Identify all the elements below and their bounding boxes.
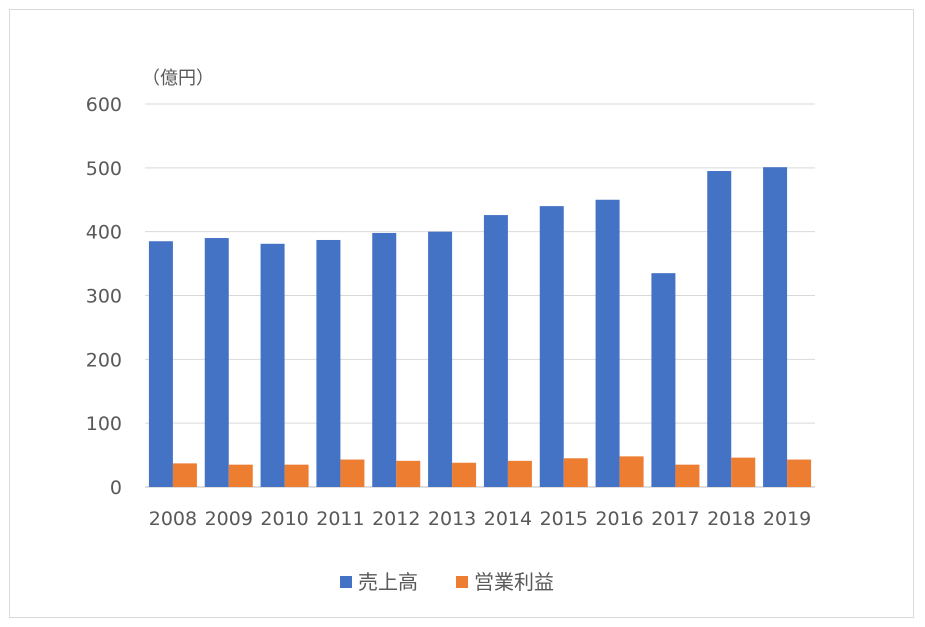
bar-sales-2017 — [651, 273, 676, 487]
bar-sales-2012 — [372, 232, 397, 487]
bar-operating-profit-2012 — [396, 460, 421, 487]
bars — [148, 167, 812, 487]
bar-sales-2011 — [316, 239, 341, 487]
y-axis-ticks: 0 100 200 300 400 500 600 — [86, 94, 122, 499]
x-tick-label-2015: 2015 — [540, 508, 588, 530]
x-tick-label-2013: 2013 — [428, 508, 476, 530]
bar-sales-2010 — [260, 243, 285, 487]
bar-operating-profit-2008 — [172, 463, 197, 487]
legend-swatch-sales — [340, 576, 352, 588]
bar-operating-profit-2015 — [563, 458, 588, 487]
y-tick-label-500: 500 — [86, 158, 122, 180]
bar-operating-profit-2016 — [619, 456, 644, 487]
bar-sales-2019 — [763, 167, 788, 487]
bar-operating-profit-2009 — [228, 464, 253, 487]
bar-operating-profit-2011 — [340, 459, 365, 487]
x-tick-label-2010: 2010 — [260, 508, 308, 530]
bar-sales-2008 — [148, 241, 173, 487]
y-tick-label-400: 400 — [86, 222, 122, 244]
x-tick-label-2017: 2017 — [651, 508, 699, 530]
x-tick-label-2009: 2009 — [205, 508, 253, 530]
y-tick-label-200: 200 — [86, 349, 122, 371]
bar-sales-2009 — [204, 238, 229, 487]
bar-sales-2016 — [595, 199, 620, 487]
bar-sales-2018 — [707, 171, 732, 487]
bar-sales-2013 — [428, 231, 453, 487]
bar-operating-profit-2010 — [284, 464, 309, 487]
y-tick-label-0: 0 — [110, 477, 122, 499]
bar-operating-profit-2014 — [507, 460, 532, 487]
bar-operating-profit-2017 — [675, 464, 700, 487]
legend-swatch-operating-profit — [456, 576, 468, 588]
bar-operating-profit-2013 — [452, 462, 477, 487]
legend-label-operating-profit: 営業利益 — [474, 570, 554, 594]
bar-operating-profit-2019 — [787, 459, 812, 487]
y-tick-label-300: 300 — [86, 286, 122, 308]
x-tick-label-2019: 2019 — [763, 508, 811, 530]
x-tick-label-2008: 2008 — [149, 508, 197, 530]
x-tick-label-2012: 2012 — [372, 508, 420, 530]
bar-sales-2015 — [539, 206, 564, 487]
x-tick-label-2011: 2011 — [316, 508, 364, 530]
x-tick-label-2014: 2014 — [484, 508, 532, 530]
y-tick-label-600: 600 — [86, 94, 122, 116]
bar-operating-profit-2018 — [731, 457, 756, 487]
x-axis-ticks: 2008 2009 2010 2011 2012 2013 2014 2015 2016 2017… — [149, 508, 812, 530]
bar-sales-2014 — [483, 215, 508, 487]
gridlines — [145, 103, 815, 488]
y-tick-label-100: 100 — [86, 413, 122, 435]
x-tick-label-2016: 2016 — [595, 508, 643, 530]
legend-label-sales: 売上高 — [358, 570, 418, 594]
x-tick-label-2018: 2018 — [707, 508, 755, 530]
y-axis-unit-label: （億円） — [142, 68, 214, 89]
legend: 売上高 営業利益 — [340, 570, 554, 594]
